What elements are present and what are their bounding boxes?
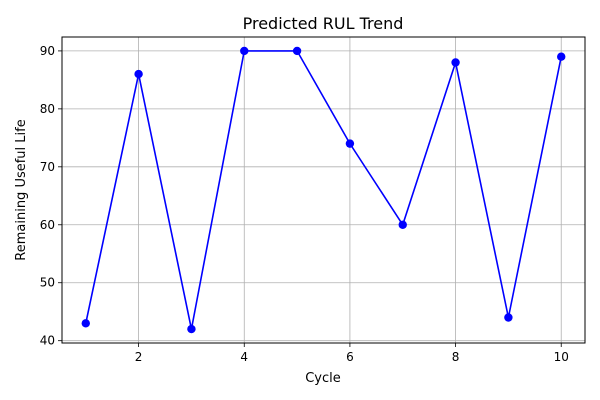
y-tick-label: 70 <box>40 160 55 174</box>
data-point <box>398 220 407 229</box>
y-axis-label: Remaining Useful Life <box>14 119 29 260</box>
x-tick-label: 6 <box>346 350 354 364</box>
data-point <box>557 52 566 61</box>
data-point <box>345 139 355 148</box>
data-point <box>240 46 249 56</box>
y-tick-label: 90 <box>40 44 55 58</box>
y-tick-label: 80 <box>40 102 55 116</box>
plot-frame <box>61 36 586 344</box>
x-axis-label: Cycle <box>305 371 341 386</box>
data-point <box>504 313 513 322</box>
data-point <box>187 324 196 334</box>
y-axis: 40 50 60 70 80 90 <box>40 44 62 348</box>
x-tick-label: 2 <box>135 350 143 364</box>
x-tick-label: 8 <box>452 350 460 364</box>
x-axis: 2 4 6 8 10 <box>135 343 569 364</box>
series-line <box>84 50 563 330</box>
data-point <box>134 69 143 79</box>
data-point <box>292 46 302 56</box>
y-tick-label: 50 <box>40 276 55 290</box>
series-layer <box>81 46 566 334</box>
y-tick-label: 40 <box>40 334 55 348</box>
chart-title: Predicted RUL Trend <box>243 14 404 33</box>
x-tick-label: 4 <box>240 350 248 364</box>
data-point <box>451 58 460 67</box>
grid <box>62 37 585 343</box>
x-tick-label: 10 <box>554 350 569 364</box>
data-point <box>81 319 90 328</box>
y-tick-label: 60 <box>40 218 55 232</box>
